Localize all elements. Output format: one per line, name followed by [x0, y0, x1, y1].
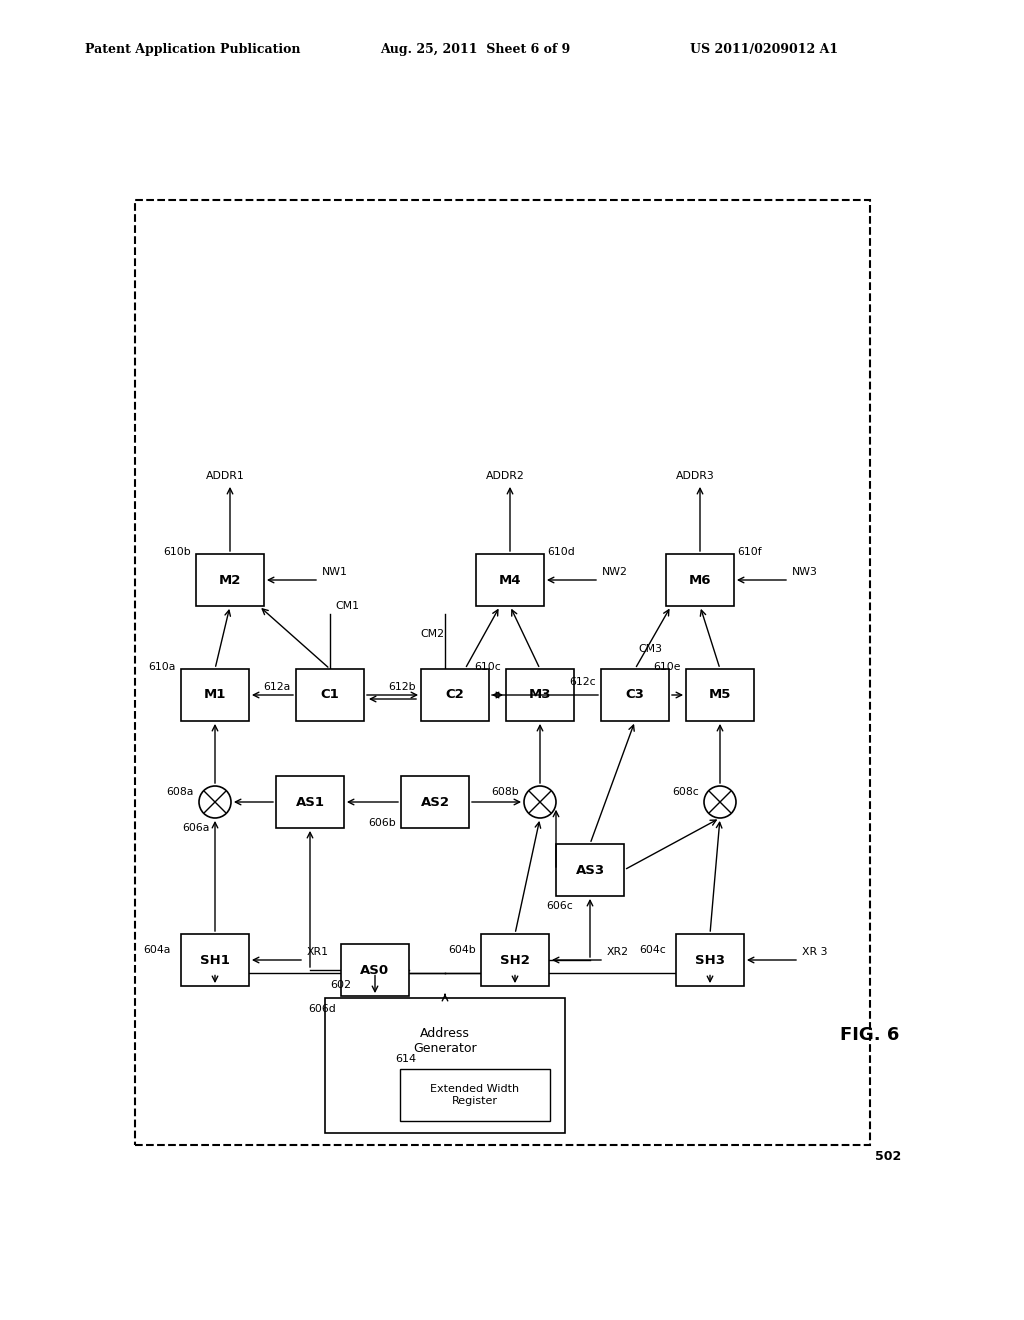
Text: XR1: XR1 — [307, 946, 329, 957]
Text: C2: C2 — [445, 689, 464, 701]
Text: FIG. 6: FIG. 6 — [840, 1026, 899, 1044]
Text: 604b: 604b — [449, 945, 476, 954]
Text: NW3: NW3 — [792, 568, 818, 577]
Text: M4: M4 — [499, 573, 521, 586]
Text: 606a: 606a — [182, 822, 210, 833]
Text: SH1: SH1 — [200, 953, 230, 966]
Text: 610e: 610e — [653, 663, 681, 672]
Text: 610a: 610a — [148, 663, 176, 672]
Text: Extended Width
Register: Extended Width Register — [430, 1084, 519, 1106]
Text: Aug. 25, 2011  Sheet 6 of 9: Aug. 25, 2011 Sheet 6 of 9 — [380, 44, 570, 57]
Text: C1: C1 — [321, 689, 339, 701]
Bar — [676, 935, 744, 986]
Text: Patent Application Publication: Patent Application Publication — [85, 44, 300, 57]
Text: AS1: AS1 — [296, 796, 325, 808]
Text: 610d: 610d — [547, 546, 574, 557]
Bar — [556, 843, 624, 896]
Text: NW1: NW1 — [322, 568, 348, 577]
Text: ADDR1: ADDR1 — [206, 471, 245, 480]
Bar — [481, 935, 549, 986]
Text: AS0: AS0 — [360, 964, 389, 977]
Text: US 2011/0209012 A1: US 2011/0209012 A1 — [690, 44, 838, 57]
Text: 502: 502 — [874, 1150, 901, 1163]
Bar — [196, 554, 264, 606]
Text: 608a: 608a — [167, 787, 194, 797]
Text: 612b: 612b — [388, 682, 416, 692]
Text: 612a: 612a — [264, 682, 291, 692]
Text: 608b: 608b — [492, 787, 519, 797]
Bar — [506, 669, 574, 721]
Text: 606d: 606d — [308, 1005, 336, 1014]
Bar — [276, 776, 344, 828]
Text: M6: M6 — [689, 573, 712, 586]
Bar — [325, 998, 565, 1133]
Text: M1: M1 — [204, 689, 226, 701]
Text: M2: M2 — [219, 573, 242, 586]
Text: 614: 614 — [395, 1053, 416, 1064]
Bar — [296, 669, 364, 721]
Text: 610b: 610b — [163, 546, 191, 557]
Bar — [341, 944, 409, 997]
Bar — [601, 669, 669, 721]
Bar — [421, 669, 489, 721]
Bar — [476, 554, 544, 606]
Text: ADDR3: ADDR3 — [676, 471, 715, 480]
Bar — [181, 669, 249, 721]
Text: CM1: CM1 — [335, 601, 359, 611]
Bar — [686, 669, 754, 721]
Text: NW2: NW2 — [602, 568, 628, 577]
Text: 604a: 604a — [143, 945, 171, 954]
Bar — [135, 201, 870, 1144]
Text: 606c: 606c — [546, 902, 572, 911]
Text: M3: M3 — [528, 689, 551, 701]
Text: Address
Generator: Address Generator — [414, 1027, 477, 1055]
Text: XR 3: XR 3 — [802, 946, 827, 957]
Text: 604c: 604c — [639, 945, 666, 954]
Bar — [666, 554, 734, 606]
Text: SH3: SH3 — [695, 953, 725, 966]
Text: 610f: 610f — [737, 546, 762, 557]
Text: CM2: CM2 — [420, 630, 444, 639]
Text: AS3: AS3 — [575, 863, 604, 876]
Text: 602: 602 — [330, 979, 351, 990]
Bar — [401, 776, 469, 828]
Bar — [181, 935, 249, 986]
Text: SH2: SH2 — [500, 953, 530, 966]
Text: XR2: XR2 — [607, 946, 629, 957]
Text: C3: C3 — [626, 689, 644, 701]
Text: ADDR2: ADDR2 — [485, 471, 524, 480]
Text: 606b: 606b — [369, 818, 396, 828]
Text: AS2: AS2 — [421, 796, 450, 808]
Text: M5: M5 — [709, 689, 731, 701]
Text: CM3: CM3 — [638, 644, 662, 653]
Text: 608c: 608c — [672, 787, 699, 797]
Bar — [400, 1069, 550, 1121]
Text: 612c: 612c — [569, 677, 596, 686]
Text: 610c: 610c — [474, 663, 501, 672]
